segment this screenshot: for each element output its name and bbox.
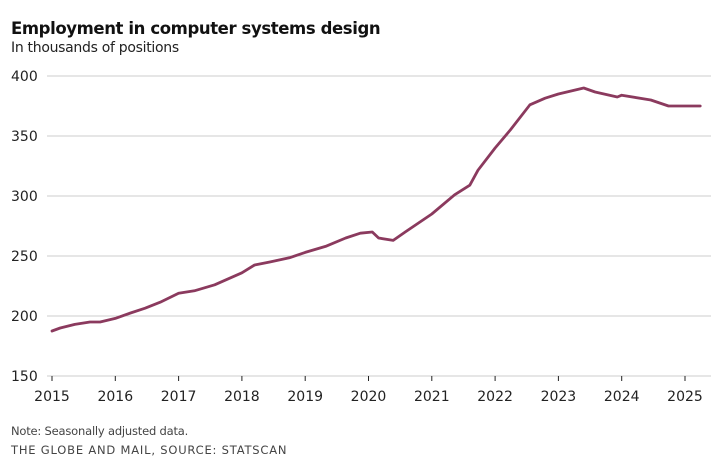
series-line: [50, 86, 702, 333]
x-tick-label: 2024: [604, 389, 640, 405]
x-tick-label: 2016: [97, 389, 133, 405]
x-tick-label: 2020: [351, 389, 387, 405]
y-tick-label: 150: [11, 369, 38, 385]
x-tick-label: 2021: [414, 389, 450, 405]
series-group: [50, 86, 702, 333]
x-tick-label: 2015: [34, 389, 70, 405]
y-tick-label: 250: [11, 249, 38, 265]
x-tick-label: 2017: [161, 389, 197, 405]
x-tick-label: 2018: [224, 389, 260, 405]
x-tick-label: 2022: [477, 389, 513, 405]
gridlines: [47, 75, 711, 377]
x-tick-label: 2023: [541, 389, 577, 405]
chart-subtitle: In thousands of positions: [11, 40, 179, 56]
y-tick-label: 200: [11, 309, 38, 325]
chart-title: Employment in computer systems design: [11, 19, 381, 38]
y-tick-label: 350: [11, 129, 38, 145]
x-tick-label: 2019: [287, 389, 323, 405]
x-axis: 2015 2016 2017 2018 2019 2020 2021 2022 2023 2024…: [34, 376, 703, 405]
chart-source: THE GLOBE AND MAIL, SOURCE: STATSCAN: [11, 443, 288, 457]
y-tick-label: 300: [11, 189, 38, 205]
chart-note: Note: Seasonally adjusted data.: [11, 424, 189, 438]
y-tick-label: 400: [11, 69, 38, 85]
x-tick-label: 2025: [667, 389, 703, 405]
y-axis: 150 200 250 300 350 400: [11, 69, 38, 385]
